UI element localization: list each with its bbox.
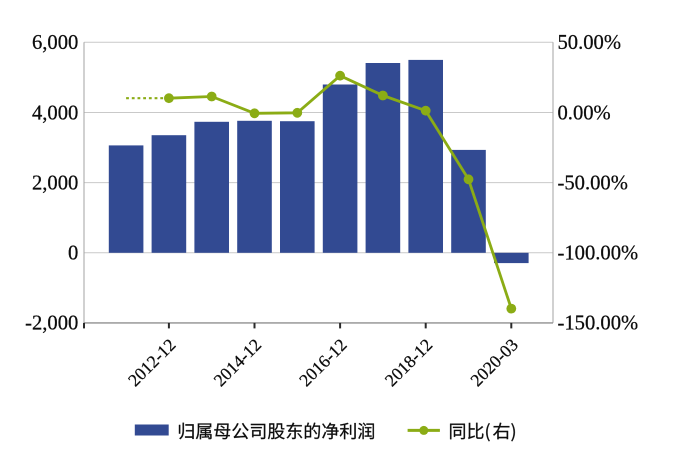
svg-text:-2,000: -2,000	[25, 313, 78, 335]
svg-text:-150.00%: -150.00%	[558, 313, 639, 335]
svg-text:0: 0	[68, 243, 78, 265]
svg-text:50.00%: 50.00%	[558, 32, 622, 54]
svg-text:-100.00%: -100.00%	[558, 243, 639, 265]
svg-text:2,000: 2,000	[32, 172, 78, 194]
svg-text:0.00%: 0.00%	[558, 102, 611, 124]
svg-text:4,000: 4,000	[32, 102, 78, 124]
svg-text:-50.00%: -50.00%	[558, 172, 628, 194]
svg-text:6,000: 6,000	[32, 32, 78, 54]
